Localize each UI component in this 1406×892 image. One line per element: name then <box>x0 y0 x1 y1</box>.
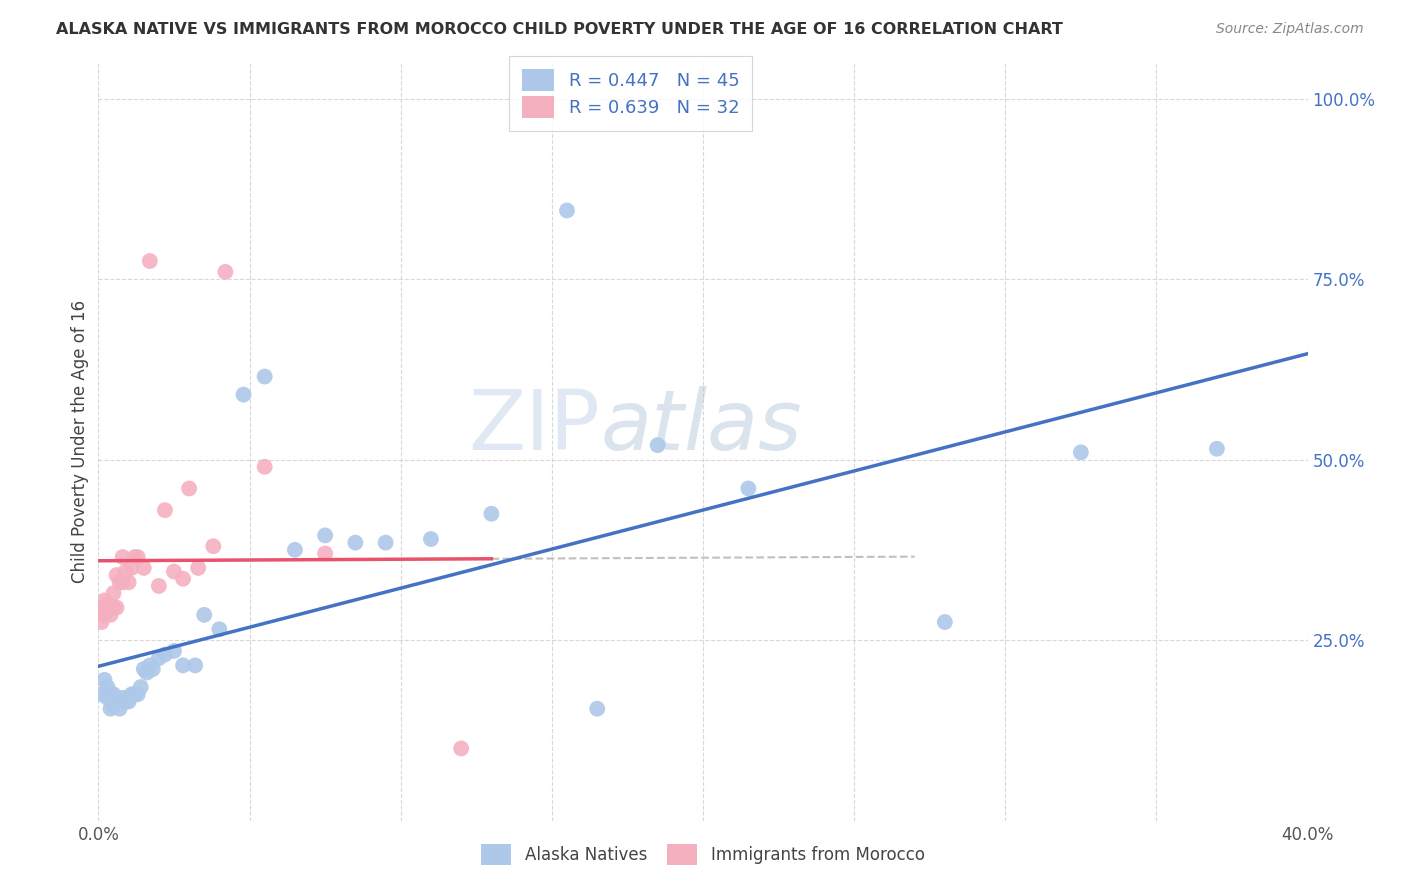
Point <box>118 690 141 705</box>
Text: atlas: atlas <box>600 386 801 467</box>
Point <box>129 680 152 694</box>
Point <box>450 741 472 756</box>
Text: Source: ZipAtlas.com: Source: ZipAtlas.com <box>1216 22 1364 37</box>
Point <box>314 546 336 560</box>
Point <box>100 607 122 622</box>
Point <box>124 550 146 565</box>
Point <box>647 438 669 452</box>
Point <box>100 702 122 716</box>
Point <box>96 604 118 618</box>
Legend: Alaska Natives, Immigrants from Morocco: Alaska Natives, Immigrants from Morocco <box>471 834 935 875</box>
Point <box>179 482 201 496</box>
Point <box>124 687 146 701</box>
Point <box>121 561 143 575</box>
Point <box>103 600 125 615</box>
Point <box>420 532 443 546</box>
Point <box>934 615 956 629</box>
Point <box>127 687 149 701</box>
Point <box>193 607 215 622</box>
Point <box>111 550 134 565</box>
Point <box>148 579 170 593</box>
Point <box>114 565 136 579</box>
Point <box>253 459 276 474</box>
Point <box>100 687 122 701</box>
Point <box>105 600 128 615</box>
Point <box>103 698 125 712</box>
Point <box>374 535 396 549</box>
Point <box>105 568 128 582</box>
Point <box>90 600 112 615</box>
Point <box>344 535 367 549</box>
Point <box>111 690 134 705</box>
Point <box>253 369 276 384</box>
Y-axis label: Child Poverty Under the Age of 16: Child Poverty Under the Age of 16 <box>70 300 89 583</box>
Point <box>114 694 136 708</box>
Point <box>202 539 225 553</box>
Point <box>105 694 128 708</box>
Point <box>135 665 157 680</box>
Point <box>214 265 236 279</box>
Point <box>1070 445 1092 459</box>
Point <box>172 572 194 586</box>
Point <box>132 662 155 676</box>
Point <box>96 597 118 611</box>
Point <box>153 503 176 517</box>
Point <box>284 542 307 557</box>
Point <box>121 687 143 701</box>
Point <box>103 586 125 600</box>
Point <box>232 387 254 401</box>
Point <box>93 673 115 687</box>
Point <box>187 561 209 575</box>
Point <box>93 593 115 607</box>
Point <box>481 507 503 521</box>
Point <box>1206 442 1229 456</box>
Point <box>737 482 759 496</box>
Point <box>96 680 118 694</box>
Point <box>90 687 112 701</box>
Point <box>93 607 115 622</box>
Text: ZIP: ZIP <box>468 386 600 467</box>
Point <box>148 651 170 665</box>
Point <box>184 658 207 673</box>
Point <box>163 565 186 579</box>
Point <box>139 658 162 673</box>
Point <box>108 694 131 708</box>
Point <box>127 550 149 565</box>
Point <box>118 575 141 590</box>
Point <box>132 561 155 575</box>
Point <box>208 622 231 636</box>
Point <box>314 528 336 542</box>
Point <box>118 694 141 708</box>
Point <box>108 575 131 590</box>
Point <box>172 658 194 673</box>
Point <box>90 615 112 629</box>
Point <box>555 203 578 218</box>
Point <box>111 575 134 590</box>
Point <box>103 687 125 701</box>
Point <box>163 644 186 658</box>
Point <box>153 648 176 662</box>
Legend: R = 0.447   N = 45, R = 0.639   N = 32: R = 0.447 N = 45, R = 0.639 N = 32 <box>509 56 752 131</box>
Text: ALASKA NATIVE VS IMMIGRANTS FROM MOROCCO CHILD POVERTY UNDER THE AGE OF 16 CORRE: ALASKA NATIVE VS IMMIGRANTS FROM MOROCCO… <box>56 22 1063 37</box>
Point <box>96 690 118 705</box>
Point <box>139 254 162 268</box>
Point <box>142 662 165 676</box>
Point <box>586 702 609 716</box>
Point <box>108 702 131 716</box>
